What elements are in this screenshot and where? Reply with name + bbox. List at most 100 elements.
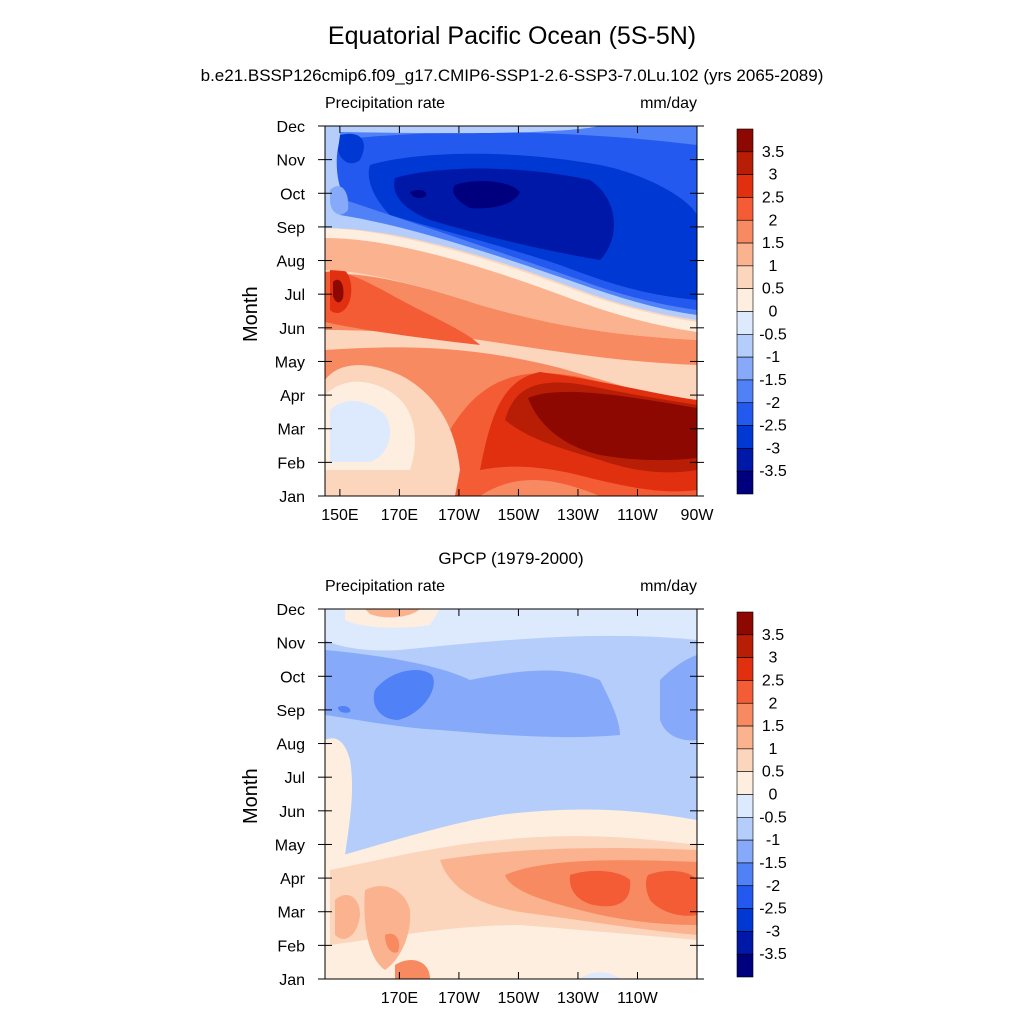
panel2-y-tick-label: Apr [280, 871, 306, 888]
panel2-y-tick-label: Sep [277, 703, 306, 720]
panel1-x-tick-label: 130W [557, 507, 600, 524]
panel2-y-tick-label: Aug [277, 737, 305, 754]
panel2-frame [324, 608, 698, 980]
panel1-colorbar-box [736, 470, 754, 495]
panel2-colorbar-box [736, 794, 754, 818]
panel1-y-tick-label: Oct [280, 186, 305, 203]
panel2-colorbar-label: 1.5 [762, 718, 784, 735]
panel1-left-label: Precipitation rate [325, 95, 446, 112]
panel1-x-tick-label: 150E [321, 507, 358, 524]
panel1-colorbar-box [736, 311, 754, 335]
panel1-colorbar-label: 3 [769, 167, 778, 184]
panel2-x-tick-label: 110W [617, 990, 659, 1007]
panel2-y-tick-label: Jul [285, 770, 305, 787]
panel2-y-tick-label: Nov [277, 636, 305, 653]
panel1-colorbar-label: 0 [769, 304, 778, 321]
panel2-colorbar-box [736, 680, 754, 704]
panel2-colorbar-box [736, 817, 754, 841]
panel1-colorbar-box [736, 265, 754, 289]
panel1-x-tick-label: 170E [381, 507, 418, 524]
panel2-y-tick-label: May [275, 837, 305, 854]
panel2-colorbar-box [736, 908, 754, 932]
panel1-frame [324, 125, 698, 497]
panel1-colorbar-box [736, 356, 754, 381]
chart-title: Equatorial Pacific Ocean (5S-5N) [327, 22, 697, 50]
panel1-colorbar-box [736, 197, 754, 221]
panel2-colorbar-box [736, 702, 754, 727]
panel2-colorbar-box [736, 725, 754, 750]
panel2-colorbar-box [736, 862, 754, 887]
panel1-colorbar-label: -1 [766, 349, 780, 366]
panel1-y-tick-label: Dec [277, 119, 305, 136]
panel1-colorbar-label: -2.5 [759, 418, 787, 435]
panel2-y-tick-label: Jan [279, 972, 305, 989]
panel1-colorbar-label: -2 [766, 395, 780, 412]
panel2-y-tick-label: Jun [279, 804, 305, 821]
panel1-y-tick-label: Jan [279, 489, 305, 506]
panel1-colorbar-label: 3.5 [762, 144, 784, 161]
panel2-colorbar-box [736, 839, 754, 864]
panel2-colorbar-label: -2.5 [759, 901, 787, 918]
panel1-y-tick-label: Aug [277, 254, 305, 271]
panel1-y-tick-label: Sep [277, 220, 306, 237]
panel1-x-tick-label: 150W [498, 507, 541, 524]
panel1-colorbar-box [736, 174, 754, 198]
panel1-colorbar-box [736, 242, 754, 267]
panel1-colorbar-label: -0.5 [759, 326, 787, 343]
panel1-colorbar-label: -3 [766, 440, 780, 457]
panel2-colorbar-box [736, 953, 754, 978]
panel2-x-tick-label: 170E [381, 990, 418, 1007]
panel2-y-tick-label: Feb [277, 938, 305, 955]
panel2-y-tick-label: Mar [277, 905, 305, 922]
panel2-colorbar-label: 2.5 [762, 672, 784, 689]
panel2-contour-field [325, 609, 697, 979]
panel1-colorbar-box [736, 288, 754, 312]
panel1-y-tick-label: Nov [277, 153, 305, 170]
panel1-x-tick-label: 170W [438, 507, 481, 524]
panel2-colorbar-box [736, 634, 754, 658]
panel1-colorbar-box [736, 151, 754, 175]
panel1-y-tick-label: Jun [279, 321, 305, 338]
panel1-y-tick-label: Mar [277, 422, 305, 439]
panel1-colorbar-label: 1.5 [762, 235, 784, 252]
panel2-colorbar-label: 3 [769, 650, 778, 667]
panel1-colorbar-label: 2 [769, 212, 778, 229]
panel1-y-tick-label: Jul [285, 287, 305, 304]
panel1-colorbar-label: 0.5 [762, 281, 784, 298]
panel2-colorbar-box [736, 611, 754, 636]
panel1-contour-field [325, 126, 697, 496]
panel2-colorbar-label: -2 [766, 878, 780, 895]
chart-subtitle: b.e21.BSSP126cmip6.f09_g17.CMIP6-SSP1-2.… [200, 66, 824, 85]
panel2-x-tick-label: 130W [557, 990, 600, 1007]
panel1-colorbar-box [736, 128, 754, 153]
panel1-colorbar-box [736, 425, 754, 449]
panel1-colorbar-box [736, 334, 754, 358]
panel2-colorbar-box [736, 657, 754, 681]
panel2-colorbar-box [736, 748, 754, 772]
panel2-colorbar-box [736, 885, 754, 909]
panel2-colorbar-label: 1 [769, 741, 778, 758]
panel1-colorbar-label: -1.5 [759, 372, 787, 389]
panel1-y-tick-label: May [275, 354, 305, 371]
panel2-x-tick-label: 150W [498, 990, 541, 1007]
panel1-colorbar-box [736, 402, 754, 426]
panel1-right-label: mm/day [640, 95, 697, 112]
panel1-colorbar-label: -3.5 [759, 463, 787, 480]
panel1-colorbar-label: 2.5 [762, 189, 784, 206]
panel2-colorbar-label: 3.5 [762, 627, 784, 644]
panel2-colorbar-label: -1 [766, 832, 780, 849]
panel2-colorbar-box [736, 931, 754, 955]
panel2-title: GPCP (1979-2000) [438, 549, 584, 568]
panel1-colorbar-box [736, 219, 754, 244]
panel2-y-tick-label: Oct [280, 669, 305, 686]
panel1-colorbar-label: 1 [769, 258, 778, 275]
panel2-y-tick-label: Dec [277, 602, 305, 619]
panel2-left-label: Precipitation rate [325, 578, 446, 595]
panel1-y-tick-label: Apr [280, 388, 306, 405]
panel2-colorbar-label: 2 [769, 695, 778, 712]
panel1-x-tick-label: 110W [617, 507, 659, 524]
panel2-colorbar-label: 0.5 [762, 764, 784, 781]
panel2-colorbar-label: 0 [769, 787, 778, 804]
panel1-y-tick-label: Feb [277, 455, 305, 472]
panel1-colorbar-box [736, 379, 754, 404]
